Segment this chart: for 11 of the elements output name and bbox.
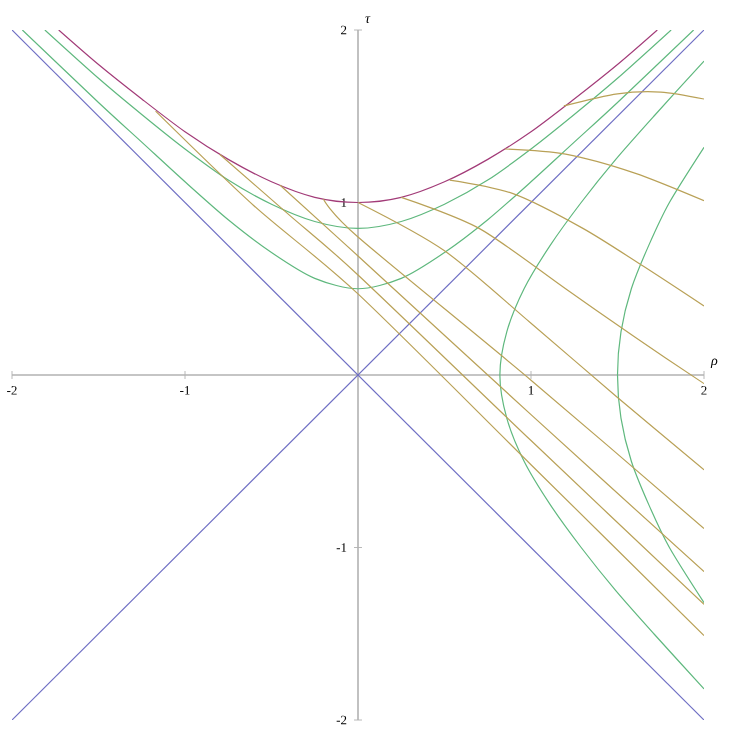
- line-series: [563, 91, 705, 107]
- line-series: [357, 201, 705, 471]
- line-series: [504, 148, 705, 202]
- line-series: [400, 196, 705, 385]
- line-series: [219, 153, 705, 606]
- line-series: [322, 198, 705, 530]
- line-series: [449, 179, 705, 307]
- line-series: [154, 110, 705, 637]
- line-series: [279, 184, 705, 573]
- line-series: [499, 60, 705, 690]
- line-series: [616, 146, 705, 604]
